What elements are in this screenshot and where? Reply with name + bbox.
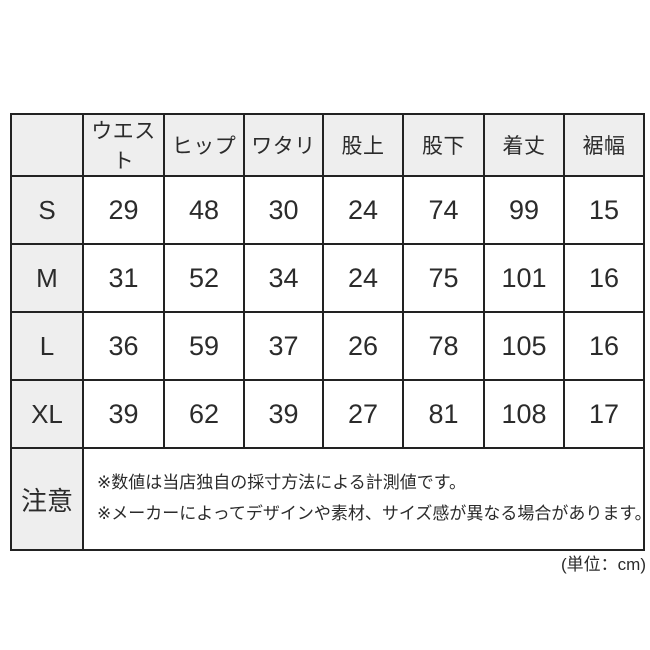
- header-cell-hem-width: 裾幅: [563, 113, 645, 177]
- table-row-xl: XL 39 62 39 27 81 108 17: [10, 379, 645, 449]
- value-cell: 31: [82, 243, 165, 313]
- size-chart-table: ウエスト ヒップ ワタリ 股上 股下 着丈 裾幅 S 29 48 30 24 7…: [10, 113, 650, 551]
- note-cell: ※数値は当店独自の採寸方法による計測値です。 ※メーカーによってデザインや素材、…: [82, 447, 650, 551]
- size-label-m: M: [10, 243, 84, 313]
- value-cell: 24: [322, 243, 404, 313]
- value-cell: 74: [402, 175, 485, 245]
- note-line-maker: ※メーカーによってデザインや素材、サイズ感が異なる場合があります。: [97, 504, 650, 523]
- value-cell: 101: [483, 243, 565, 313]
- header-cell-inseam: 股下: [402, 113, 485, 177]
- value-cell: 15: [563, 175, 645, 245]
- value-cell: 52: [163, 243, 245, 313]
- value-cell: 37: [243, 311, 324, 381]
- value-cell: 27: [322, 379, 404, 449]
- note-line-measurement: ※数値は当店独自の採寸方法による計測値です。: [97, 473, 467, 493]
- table-row-l: L 36 59 37 26 78 105 16: [10, 311, 645, 381]
- size-label-s: S: [10, 175, 84, 245]
- value-cell: 30: [243, 175, 324, 245]
- header-cell-thigh: ワタリ: [243, 113, 324, 177]
- value-cell: 26: [322, 311, 404, 381]
- value-cell: 34: [243, 243, 324, 313]
- table-row-m: M 31 52 34 24 75 101 16: [10, 243, 645, 313]
- header-cell-waist: ウエスト: [82, 113, 165, 177]
- value-cell: 36: [82, 311, 165, 381]
- header-row: ウエスト ヒップ ワタリ 股上 股下 着丈 裾幅: [10, 113, 645, 177]
- header-cell-rise: 股上: [322, 113, 404, 177]
- value-cell: 48: [163, 175, 245, 245]
- value-cell: 81: [402, 379, 485, 449]
- value-cell: 16: [563, 311, 645, 381]
- value-cell: 78: [402, 311, 485, 381]
- header-cell-hip: ヒップ: [163, 113, 245, 177]
- value-cell: 17: [563, 379, 645, 449]
- header-cell-blank: [10, 113, 84, 177]
- value-cell: 105: [483, 311, 565, 381]
- table-row-s: S 29 48 30 24 74 99 15: [10, 175, 645, 245]
- value-cell: 16: [563, 243, 645, 313]
- size-label-l: L: [10, 311, 84, 381]
- value-cell: 75: [402, 243, 485, 313]
- value-cell: 108: [483, 379, 565, 449]
- note-label: 注意: [10, 447, 84, 551]
- value-cell: 62: [163, 379, 245, 449]
- value-cell: 29: [82, 175, 165, 245]
- header-cell-length: 着丈: [483, 113, 565, 177]
- value-cell: 99: [483, 175, 565, 245]
- value-cell: 24: [322, 175, 404, 245]
- size-label-xl: XL: [10, 379, 84, 449]
- value-cell: 39: [82, 379, 165, 449]
- value-cell: 59: [163, 311, 245, 381]
- value-cell: 39: [243, 379, 324, 449]
- note-row: 注意 ※数値は当店独自の採寸方法による計測値です。 ※メーカーによってデザインや…: [10, 447, 650, 551]
- unit-label: (単位：cm): [561, 555, 646, 574]
